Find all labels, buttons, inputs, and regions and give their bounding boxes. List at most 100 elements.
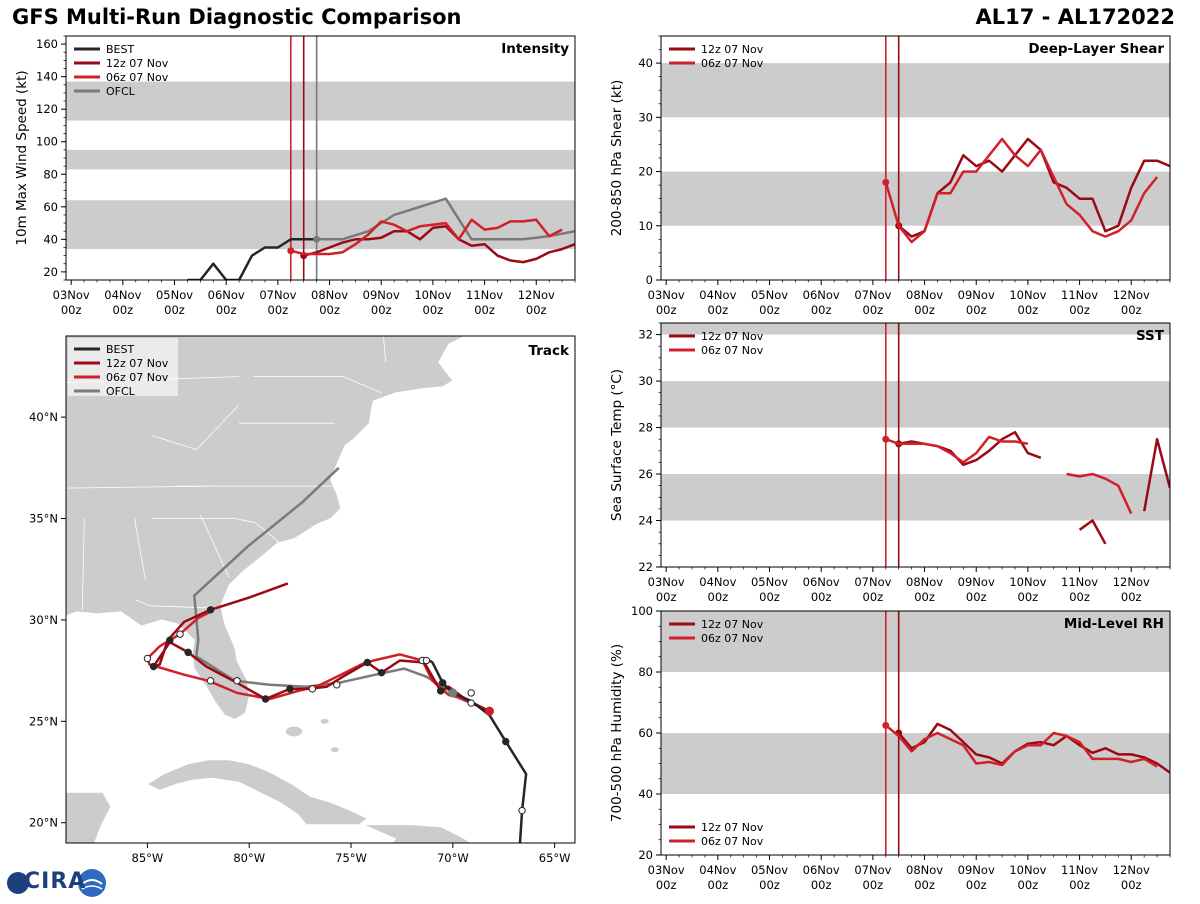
shear-ytick-label: 30: [638, 110, 653, 124]
legend-label-run06z: 06z 07 Nov: [701, 835, 764, 848]
intensity-panel: 2040608010012014016003Nov00z04Nov00z05No…: [14, 35, 576, 317]
legend-label-run12z: 12z 07 Nov: [106, 357, 169, 370]
intensity-series-best-0: [187, 238, 317, 280]
track-point-run06z-0: [484, 706, 494, 716]
track-lon-label: 65°W: [539, 851, 571, 865]
sst-xtick-label-top: 12Nov: [1113, 575, 1150, 589]
rh-xtick-label-bottom: 00z: [708, 878, 729, 892]
shear-xtick-label-bottom: 00z: [759, 303, 780, 317]
legend-label-best: BEST: [106, 343, 134, 356]
intensity-band-0: [66, 200, 575, 250]
rh-band-1: [661, 611, 1170, 672]
rh-ytick-label: 100: [631, 604, 653, 618]
rh-xtick-label-top: 07Nov: [854, 863, 891, 877]
sst-ytick-label: 32: [638, 328, 653, 342]
intensity-series-ofcl-0: [316, 197, 575, 241]
track-lon-label: 80°W: [233, 851, 265, 865]
sst-xtick-label-top: 04Nov: [699, 575, 736, 589]
sst-xtick-label-top: 06Nov: [803, 575, 840, 589]
intensity-start-point-run06z: [287, 247, 295, 255]
shear-xtick-label-top: 12Nov: [1113, 288, 1150, 302]
land-cuba: [146, 759, 369, 826]
legend-label-ofcl: OFCL: [106, 385, 136, 398]
land-bahamas-0: [285, 726, 303, 737]
sst-xtick-label-top: 11Nov: [1061, 575, 1098, 589]
track-lon-label: 70°W: [437, 851, 469, 865]
intensity-xtick-label-top: 11Nov: [466, 288, 503, 302]
intensity-title: Intensity: [501, 41, 569, 57]
shear-xtick-label-bottom: 00z: [811, 303, 832, 317]
legend-label-run06z: 06z 07 Nov: [701, 632, 764, 645]
rh-series-group: [882, 721, 1170, 774]
track-point-run12z-6: [166, 636, 174, 644]
sst-series-run12z-0: [898, 430, 1042, 467]
track-point-run12z-8: [206, 606, 215, 614]
intensity-ytick-label: 160: [36, 37, 58, 51]
track-point-run12z-3: [286, 685, 294, 693]
rh-xtick-label-top: 09Nov: [958, 863, 995, 877]
intensity-xtick-label-bottom: 00z: [474, 303, 495, 317]
intensity-ytick-label: 40: [43, 232, 58, 246]
sst-xtick-label-bottom: 00z: [1121, 590, 1142, 604]
track-lat-label: 30°N: [29, 613, 58, 627]
legend-label-run12z: 12z 07 Nov: [701, 330, 764, 343]
track-point-run06z-7: [176, 630, 184, 638]
rh-xtick-label-bottom: 00z: [863, 878, 884, 892]
sst-xtick-label-top: 08Nov: [906, 575, 943, 589]
shear-xtick-label-bottom: 00z: [1018, 303, 1039, 317]
track-point-run06z-2: [333, 681, 341, 689]
track-lon-label: 75°W: [335, 851, 367, 865]
sst-series-run06z-0: [885, 435, 1029, 464]
intensity-xtick-label-top: 05Nov: [156, 288, 193, 302]
shear-xtick-label-top: 09Nov: [958, 288, 995, 302]
legend-label-run12z: 12z 07 Nov: [701, 618, 764, 631]
sst-xtick-label-top: 03Nov: [648, 575, 685, 589]
track-lat-label: 25°N: [29, 714, 58, 728]
shear-ytick-label: 0: [646, 273, 653, 287]
intensity-xtick-label-bottom: 00z: [319, 303, 340, 317]
land-bahamas-2: [320, 718, 329, 724]
track-point-best-2: [438, 679, 447, 687]
intensity-xtick-label-top: 03Nov: [53, 288, 90, 302]
shear-xtick-label-top: 08Nov: [906, 288, 943, 302]
shear-xtick-label-bottom: 00z: [966, 303, 987, 317]
track-point-run12z-4: [261, 695, 270, 703]
border-al-ga: [134, 518, 146, 580]
intensity-xtick-label-bottom: 00z: [371, 303, 392, 317]
intensity-band-2: [66, 81, 575, 121]
intensity-series-run12z-0: [303, 225, 575, 264]
rh-xtick-label-bottom: 00z: [966, 878, 987, 892]
intensity-xtick-label-bottom: 00z: [526, 303, 547, 317]
shear-ylabel: 200-850 hPa Shear (kt): [609, 80, 625, 237]
sst-ytick-label: 26: [638, 467, 653, 481]
sst-xtick-label-top: 07Nov: [854, 575, 891, 589]
track-point-run06z-5: [206, 677, 215, 685]
track-line-ofcl: [193, 466, 454, 694]
rh-xtick-label-bottom: 00z: [759, 878, 780, 892]
storm-id: AL17 - AL172022: [975, 5, 1176, 29]
rh-xtick-label-bottom: 00z: [811, 878, 832, 892]
sst-xtick-label-bottom: 00z: [1069, 590, 1090, 604]
legend-label-run12z: 12z 07 Nov: [701, 821, 764, 834]
intensity-xtick-label-bottom: 00z: [216, 303, 237, 317]
shear-series-group: [882, 137, 1170, 244]
sst-xtick-label-bottom: 00z: [966, 590, 987, 604]
sst-ytick-label: 30: [638, 374, 653, 388]
sst-series-run12z-2: [1142, 437, 1170, 512]
intensity-xtick-label-bottom: 00z: [268, 303, 289, 317]
rh-series-run12z-0: [897, 722, 1170, 774]
shear-xtick-label-bottom: 00z: [914, 303, 935, 317]
shear-series-run06z-0: [884, 137, 1159, 244]
rh-band-0: [661, 733, 1170, 794]
shear-panel: 01020304003Nov00z04Nov00z05Nov00z06Nov00…: [609, 35, 1171, 317]
rh-xtick-label-top: 05Nov: [751, 863, 788, 877]
border-fl: [135, 599, 211, 609]
track-lat-label: 40°N: [29, 410, 58, 424]
track-point-run12z-1: [377, 668, 386, 677]
intensity-ytick-label: 60: [43, 200, 58, 214]
shear-ytick-label: 10: [638, 219, 653, 233]
shear-xtick-label-top: 06Nov: [803, 288, 840, 302]
intensity-xtick-label-bottom: 00z: [113, 303, 134, 317]
sst-ylabel: Sea Surface Temp (°C): [609, 369, 625, 521]
